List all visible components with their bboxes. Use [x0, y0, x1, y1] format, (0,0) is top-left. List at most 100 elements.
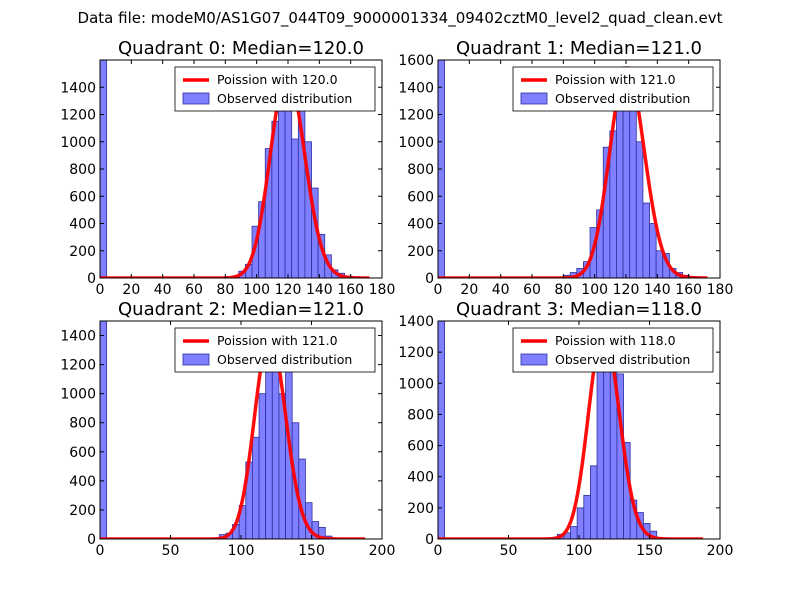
y-tick-label: 1400 — [60, 329, 96, 345]
y-tick-label: 0 — [425, 532, 434, 548]
x-tick-label: 0 — [434, 543, 443, 559]
x-tick-label: 100 — [581, 282, 608, 298]
quadrant-3-title: Quadrant 3: Median=118.0 — [456, 299, 702, 320]
histogram-bar — [271, 352, 280, 539]
legend-label: Poission with 120.0 — [217, 72, 338, 87]
x-tick-label: 150 — [298, 543, 325, 559]
y-tick-label: 600 — [69, 189, 96, 205]
legend-label: Observed distribution — [217, 91, 352, 106]
histogram-bar — [284, 89, 293, 278]
quadrant-2-panel: Quadrant 2: Median=121.0 0 50 100 150 200 0 200… — [60, 299, 395, 559]
legend-label: Poission with 121.0 — [555, 72, 676, 87]
x-tick-label: 140 — [306, 282, 333, 298]
x-tick-label: 60 — [185, 282, 203, 298]
histogram-bar — [655, 250, 664, 278]
y-tick-label: 0 — [87, 271, 96, 287]
poisson-curve — [100, 333, 366, 539]
x-tick-label: 200 — [369, 543, 396, 559]
y-tick-label: 1000 — [398, 135, 434, 151]
y-tick-label: 1200 — [398, 108, 434, 124]
quadrant-3-panel: Quadrant 3: Median=118.0 0 50 100 150 200 0 200… — [398, 299, 733, 559]
legend: Poission with 120.0 Observed distribution — [174, 66, 376, 112]
x-tick-label: 120 — [275, 282, 302, 298]
histogram-bar — [616, 84, 624, 278]
x-tick-label: 180 — [707, 282, 734, 298]
legend-bar-swatch — [520, 92, 548, 105]
legend-label: Poission with 121.0 — [217, 333, 338, 348]
histogram-bar — [629, 89, 637, 278]
poisson-curve — [438, 66, 708, 278]
poisson-curve — [100, 71, 370, 278]
x-tick-label: 0 — [434, 282, 443, 298]
y-tick-label: 1200 — [398, 345, 434, 361]
histogram-bar — [100, 321, 108, 539]
quadrant-1-panel: Quadrant 1: Median=121.00 20 40 60 80 100 120 1… — [398, 38, 733, 298]
y-tick-label: 800 — [407, 407, 434, 423]
legend-label: Poission with 118.0 — [555, 333, 676, 348]
y-tick-label: 200 — [407, 501, 434, 517]
x-tick-label: 40 — [492, 282, 510, 298]
y-tick-label: 400 — [407, 470, 434, 486]
x-tick-label: 150 — [636, 543, 663, 559]
legend-bar-swatch — [182, 353, 210, 366]
quadrant-0-title: Quadrant 0: Median=120.0 — [118, 38, 364, 59]
y-tick-label: 1000 — [398, 376, 434, 392]
histogram-bar — [438, 321, 446, 539]
legend-label: Observed distribution — [217, 352, 352, 367]
y-tick-label: 600 — [69, 445, 96, 461]
x-tick-label: 50 — [500, 543, 518, 559]
legend-label: Observed distribution — [555, 352, 690, 367]
histogram-bar — [278, 103, 286, 278]
x-tick-label: 80 — [554, 282, 572, 298]
histogram-bar — [576, 507, 585, 539]
y-tick-label: 400 — [69, 474, 96, 490]
y-tick-label: 1400 — [398, 314, 434, 330]
legend-bar-swatch — [520, 353, 548, 366]
y-tick-label: 200 — [69, 244, 96, 260]
y-tick-label: 600 — [407, 439, 434, 455]
y-tick-label: 1400 — [60, 80, 96, 96]
legend: Poission with 118.0 Observed distribution — [512, 327, 714, 373]
x-tick-label: 50 — [162, 543, 180, 559]
x-tick-label: 160 — [337, 282, 364, 298]
x-tick-label: 20 — [122, 282, 140, 298]
x-tick-label: 100 — [566, 543, 593, 559]
histogram-bar — [291, 138, 299, 278]
histogram-bar — [590, 465, 598, 539]
x-tick-label: 40 — [154, 282, 172, 298]
legend: Poission with 121.0 Observed distribution — [174, 327, 376, 373]
x-tick-label: 120 — [613, 282, 640, 298]
quadrant-2-title: Quadrant 2: Median=121.0 — [118, 299, 364, 320]
y-tick-label: 1600 — [398, 53, 434, 69]
histogram-bar — [318, 526, 326, 539]
quadrant-1-title: Quadrant 1: Median=121.0 — [456, 38, 702, 59]
y-tick-label: 800 — [69, 416, 96, 432]
poisson-curve — [438, 328, 704, 539]
histogram-bar — [635, 141, 644, 278]
x-tick-label: 100 — [228, 543, 255, 559]
y-tick-label: 800 — [407, 162, 434, 178]
y-tick-label: 0 — [87, 532, 96, 548]
histogram-bar — [583, 494, 591, 539]
y-tick-label: 1400 — [398, 80, 434, 96]
histogram-bar — [258, 393, 267, 539]
x-tick-label: 100 — [243, 282, 270, 298]
y-tick-label: 0 — [425, 271, 434, 287]
x-tick-label: 140 — [644, 282, 671, 298]
figure-suptitle: Data file: modeM0/AS1G07_044T09_90000013… — [78, 9, 723, 28]
histogram-bar — [649, 223, 657, 278]
x-tick-label: 0 — [96, 543, 105, 559]
y-tick-label: 400 — [69, 217, 96, 233]
x-tick-label: 0 — [96, 282, 105, 298]
y-tick-label: 1000 — [60, 387, 96, 403]
histogram-bar — [596, 359, 605, 539]
x-tick-label: 160 — [675, 282, 702, 298]
y-tick-label: 400 — [407, 217, 434, 233]
histogram-bar — [252, 436, 260, 539]
legend-bar-swatch — [182, 92, 210, 105]
y-tick-label: 1200 — [60, 358, 96, 374]
histogram-bar — [570, 526, 578, 539]
y-tick-label: 800 — [69, 162, 96, 178]
x-tick-label: 180 — [369, 282, 396, 298]
